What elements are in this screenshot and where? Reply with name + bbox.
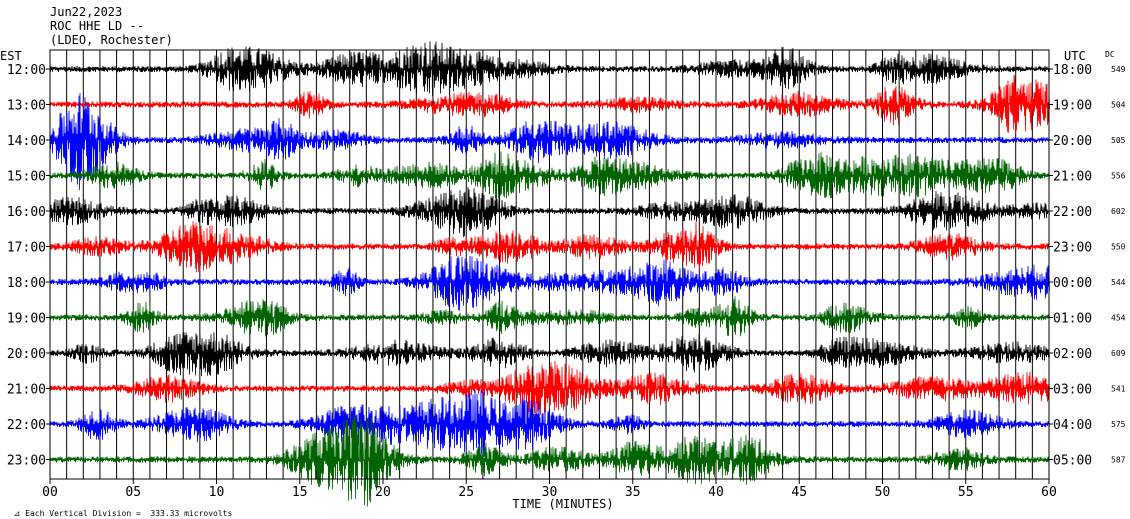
trace-line [49,221,1050,273]
dc-value: 609 [1111,349,1126,358]
scale-note: ⊿ Each Vertical Division = 333.33 microv… [4,500,233,518]
dc-value: 544 [1111,278,1126,287]
left-hour-label: 19:00 [7,312,46,327]
dc-value: 587 [1111,456,1126,465]
left-hour-label: 18:00 [7,276,46,291]
dc-value: 504 [1111,101,1126,110]
x-tick-label: 50 [875,485,891,500]
x-tick-label: 05 [125,485,141,500]
left-hour-label: 13:00 [7,99,46,114]
dc-value: 550 [1111,243,1126,252]
x-tick-label: 00 [42,485,58,500]
trace-line [49,41,1050,96]
right-hour-label: 01:00 [1053,312,1092,327]
left-hour-label: 12:00 [7,63,46,78]
dc-value: 549 [1111,65,1126,74]
scale-icon: ⊿ [13,509,21,518]
right-hour-label: 21:00 [1053,170,1092,185]
right-hour-label: 23:00 [1053,241,1092,256]
trace-line [49,389,1050,458]
x-tick-label: 10 [209,485,225,500]
dc-value: 575 [1111,420,1126,429]
left-hour-label: 20:00 [7,347,46,362]
trace-line [49,74,1050,135]
right-hour-label: 22:00 [1053,205,1092,220]
x-tick-label: 55 [958,485,974,500]
dc-value: 556 [1111,172,1126,181]
trace-line [49,186,1050,238]
left-zone-label: EST [0,49,22,63]
left-hour-label: 15:00 [7,170,46,185]
trace-line [49,296,1050,337]
left-hour-label: 21:00 [7,383,46,398]
trace-line [49,255,1050,311]
right-hour-label: 02:00 [1053,347,1092,362]
date-label: Jun22,2023 [50,5,123,19]
dc-value: 505 [1111,136,1126,145]
trace-line [49,414,1050,507]
dc-value: 602 [1111,207,1126,216]
x-axis-title: TIME (MINUTES) [512,497,613,511]
right-hour-label: 20:00 [1053,134,1092,149]
left-hour-label: 22:00 [7,418,46,433]
left-hour-label: 14:00 [7,134,46,149]
right-hour-label: 05:00 [1053,454,1092,469]
x-tick-label: 15 [292,485,308,500]
right-hour-label: 00:00 [1053,276,1092,291]
dc-header-label: DC [1105,50,1115,59]
left-hour-label: 17:00 [7,241,46,256]
right-hour-label: 03:00 [1053,383,1092,398]
x-tick-label: 30 [542,485,558,500]
x-tick-label: 20 [375,485,391,500]
right-zone-label: UTC [1064,49,1086,63]
station-label: ROC HHE LD -- [50,19,144,33]
dc-value: 541 [1111,385,1126,394]
right-hour-label: 04:00 [1053,418,1092,433]
trace-line [49,92,1050,191]
trace-line [49,331,1050,377]
x-tick-label: 45 [791,485,807,500]
left-hour-label: 16:00 [7,205,46,220]
right-hour-label: 18:00 [1053,63,1092,78]
network-label: (LDEO, Rochester) [50,33,173,47]
trace-line [49,151,1050,199]
x-tick-label: 60 [1041,485,1057,500]
left-hour-label: 23:00 [7,454,46,469]
x-tick-label: 35 [625,485,641,500]
dc-value: 454 [1111,314,1126,323]
x-tick-label: 40 [708,485,724,500]
right-hour-label: 19:00 [1053,99,1092,114]
trace-line [49,360,1050,415]
scale-note-text: Each Vertical Division = 333.33 microvol… [25,509,233,518]
x-tick-label: 25 [458,485,474,500]
